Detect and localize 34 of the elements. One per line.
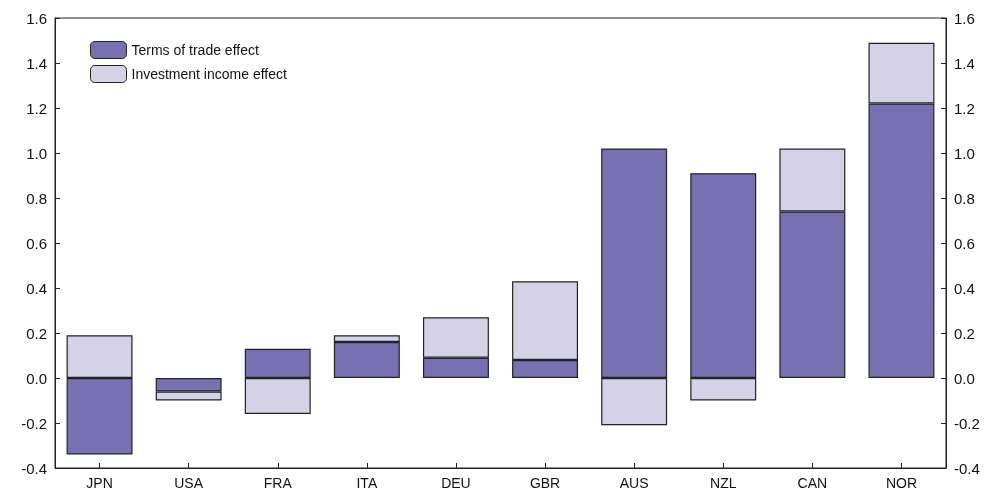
x-tick-label: CAN bbox=[797, 475, 828, 491]
y-tick-label: 0.0 bbox=[26, 369, 47, 387]
y2-tick-label: 0.8 bbox=[954, 189, 975, 207]
y2-tick-label: -0.2 bbox=[954, 414, 980, 432]
y2-tick-label: 0.4 bbox=[954, 279, 975, 297]
x-tick-label: FRA bbox=[263, 475, 293, 491]
y2-tick-label: -0.4 bbox=[954, 459, 980, 477]
y-tick-label: 0.8 bbox=[26, 189, 47, 207]
y2-tick-label: 0.2 bbox=[954, 324, 975, 342]
y-tick-label: 1.4 bbox=[26, 54, 47, 72]
x-tick-label: NOR bbox=[885, 475, 918, 491]
y2-tick-label: 0.0 bbox=[954, 369, 975, 387]
y-tick-label: 1.6 bbox=[26, 9, 47, 27]
legend-label: Investment income effect bbox=[131, 66, 287, 82]
y-tick-label: -0.4 bbox=[21, 459, 47, 477]
legend-label: Terms of trade effect bbox=[131, 42, 259, 58]
x-tick-label: ITA bbox=[356, 475, 378, 491]
x-tick-label: NZL bbox=[710, 475, 737, 491]
x-tick-label: USA bbox=[174, 475, 204, 491]
y-tick-label: 0.2 bbox=[26, 324, 47, 342]
y2-tick-label: 1.2 bbox=[954, 99, 975, 117]
x-tick-label: GBR bbox=[529, 475, 561, 491]
x-tick-label: JPN bbox=[86, 475, 113, 491]
y2-tick-label: 1.6 bbox=[954, 9, 975, 27]
y-tick-label: 0.6 bbox=[26, 234, 47, 252]
y2-tick-label: 1.4 bbox=[954, 54, 975, 72]
y-tick-label: 0.4 bbox=[26, 279, 47, 297]
y-tick-label: -0.2 bbox=[21, 414, 47, 432]
x-tick-label: AUS bbox=[619, 475, 649, 491]
y2-tick-label: 0.6 bbox=[954, 234, 975, 252]
y-tick-label: 1.0 bbox=[26, 144, 47, 162]
y-tick-label: 1.2 bbox=[26, 99, 47, 117]
x-tick-label: DEU bbox=[441, 475, 471, 491]
y2-tick-label: 1.0 bbox=[954, 144, 975, 162]
